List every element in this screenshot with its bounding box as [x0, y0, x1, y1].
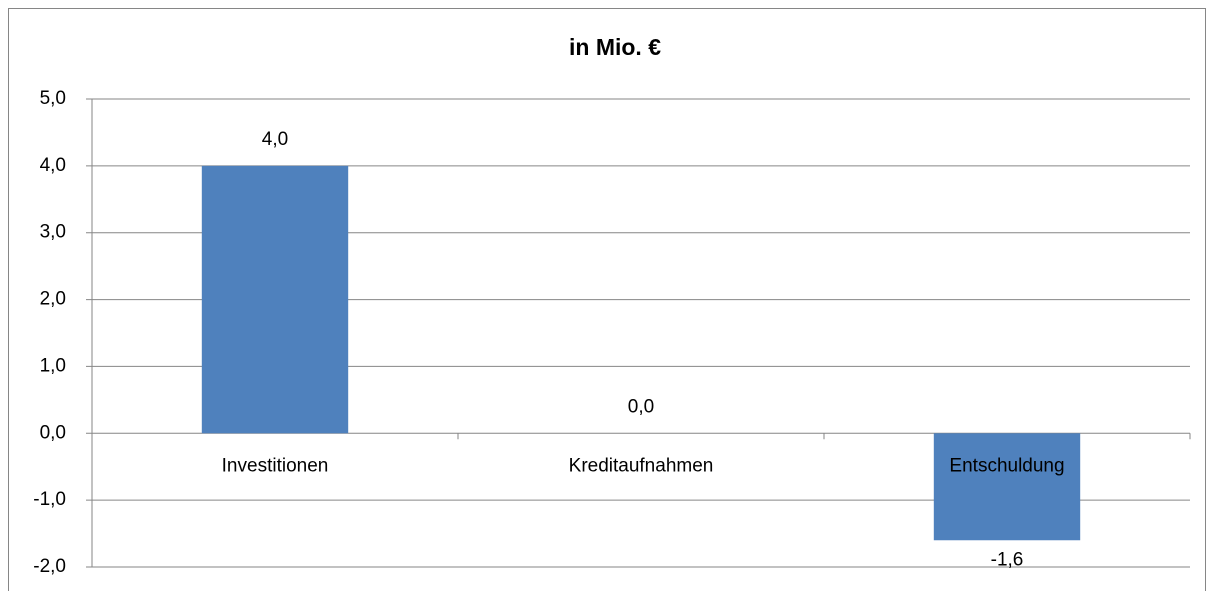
- y-tick-label: 3,0: [40, 222, 66, 243]
- bar: [201, 165, 349, 434]
- x-tick-label: Entschuldung: [949, 455, 1064, 476]
- x-tick-label: Kreditaufnahmen: [569, 455, 714, 476]
- x-tick-label: Investitionen: [222, 455, 329, 476]
- y-tick-label: 1,0: [40, 355, 66, 376]
- value-label: 0,0: [628, 396, 654, 417]
- y-tick-label: 2,0: [40, 289, 66, 310]
- y-tick-label: -1,0: [33, 489, 66, 510]
- y-tick-label: 4,0: [40, 155, 66, 176]
- value-label: -1,6: [991, 549, 1024, 570]
- value-label: 4,0: [262, 129, 288, 150]
- chart-title: in Mio. €: [569, 34, 661, 60]
- bar: [933, 433, 1081, 541]
- y-tick-label: -2,0: [33, 556, 66, 577]
- y-tick-label: 0,0: [40, 422, 66, 443]
- y-tick-label: 5,0: [40, 88, 66, 109]
